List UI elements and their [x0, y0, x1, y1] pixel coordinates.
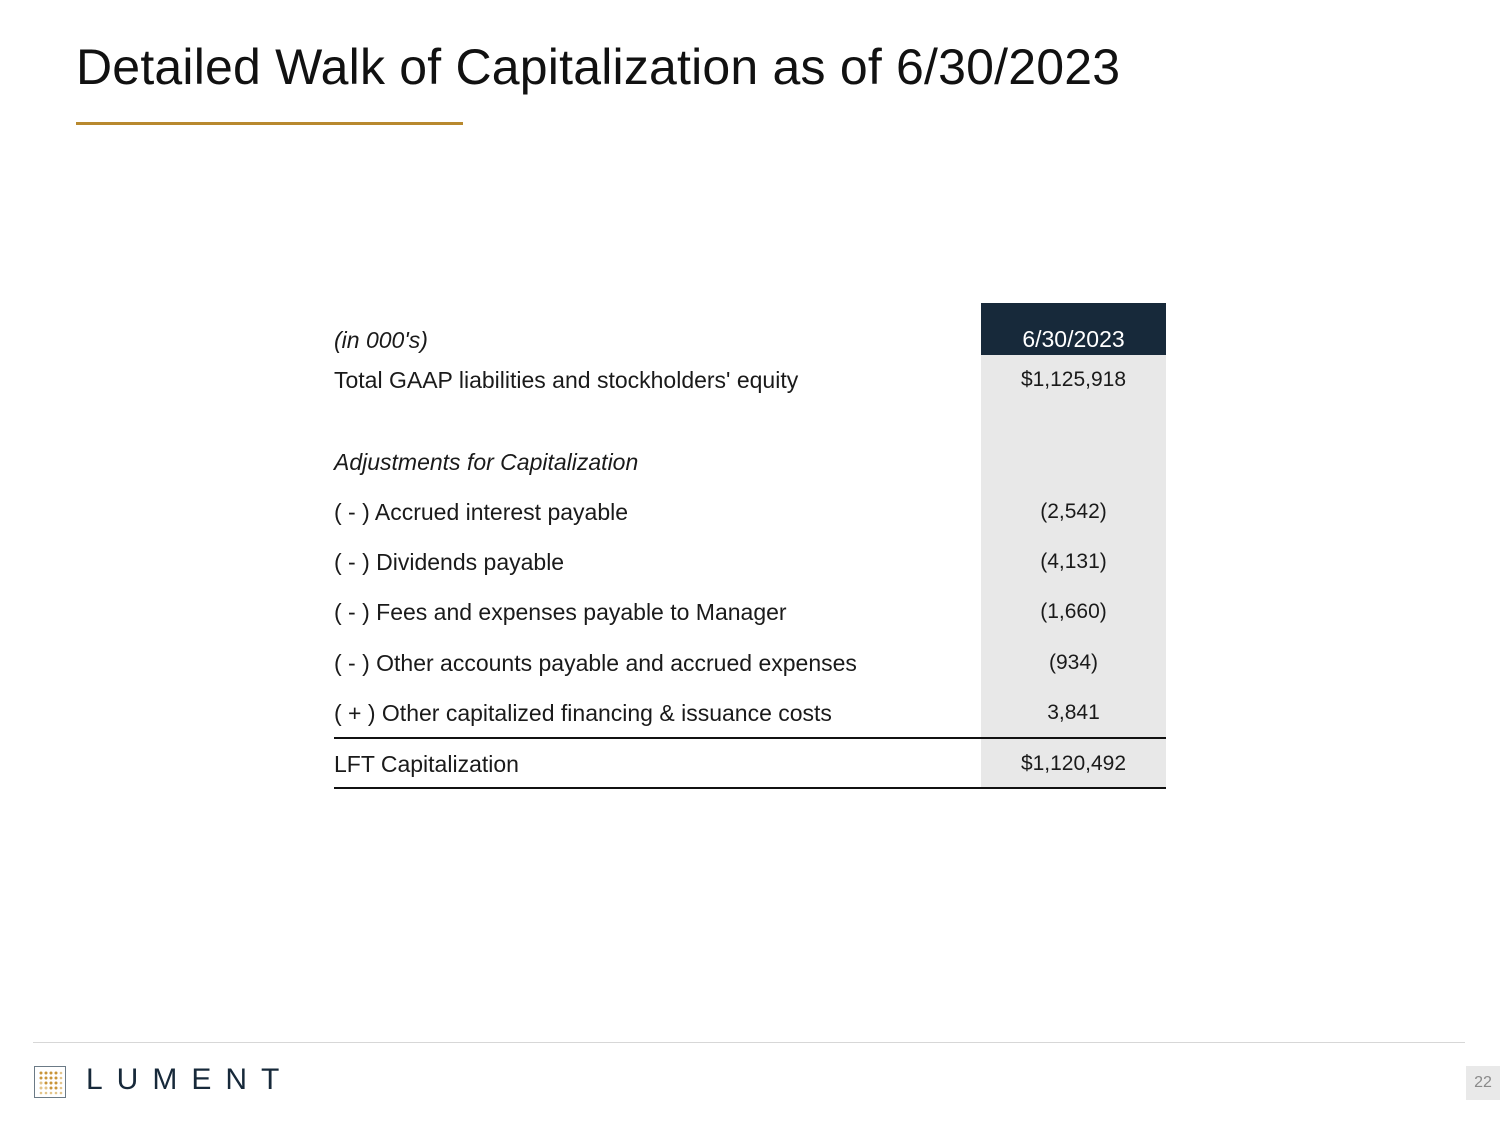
dot-grid-logo-icon [34, 1066, 66, 1098]
table-row: Total GAAP liabilities and stockholders'… [334, 355, 1166, 405]
total-row: LFT Capitalization $1,120,492 [334, 739, 1166, 789]
row-value: (1,660) [1040, 600, 1107, 623]
row-value: $1,125,918 [1020, 368, 1127, 391]
section-heading-row: Adjustments for Capitalization [334, 437, 1166, 487]
table-row: ( - ) Other accounts payable and accrued… [334, 638, 1166, 688]
row-label: ( - ) Other accounts payable and accrued… [334, 650, 857, 676]
units-label: (in 000's) [334, 327, 428, 353]
row-value: 3,841 [1047, 701, 1100, 724]
row-label: ( - ) Accrued interest payable [334, 499, 629, 525]
total-label: LFT Capitalization [334, 751, 519, 777]
column-header-date: 6/30/2023 [981, 303, 1166, 355]
row-value: (2,542) [1040, 500, 1107, 523]
title-underline [76, 122, 463, 125]
row-label: ( - ) Fees and expenses payable to Manag… [334, 599, 787, 625]
value-column-shading [981, 303, 1166, 789]
page-number: 22 [1466, 1066, 1500, 1100]
total-bottom-rule [334, 787, 1166, 789]
units-row: (in 000's) [334, 315, 1166, 365]
row-label: ( + ) Other capitalized financing & issu… [334, 700, 832, 726]
row-value: (934) [1048, 651, 1099, 674]
table-row: ( - ) Fees and expenses payable to Manag… [334, 587, 1166, 637]
row-label: Total GAAP liabilities and stockholders'… [334, 367, 799, 393]
footer-divider [33, 1042, 1465, 1043]
table-row: ( - ) Dividends payable (4,131) [334, 537, 1166, 587]
section-heading: Adjustments for Capitalization [334, 449, 639, 475]
row-value: (4,131) [1040, 550, 1107, 573]
row-label: ( - ) Dividends payable [334, 549, 565, 575]
total-top-rule [334, 737, 1166, 739]
total-value: $1,120,492 [1020, 752, 1127, 775]
page-title: Detailed Walk of Capitalization as of 6/… [76, 39, 1121, 95]
lument-logo-text: LUMENT [86, 1063, 294, 1096]
table-row: ( - ) Accrued interest payable (2,542) [334, 487, 1166, 537]
table-row: ( + ) Other capitalized financing & issu… [334, 688, 1166, 738]
